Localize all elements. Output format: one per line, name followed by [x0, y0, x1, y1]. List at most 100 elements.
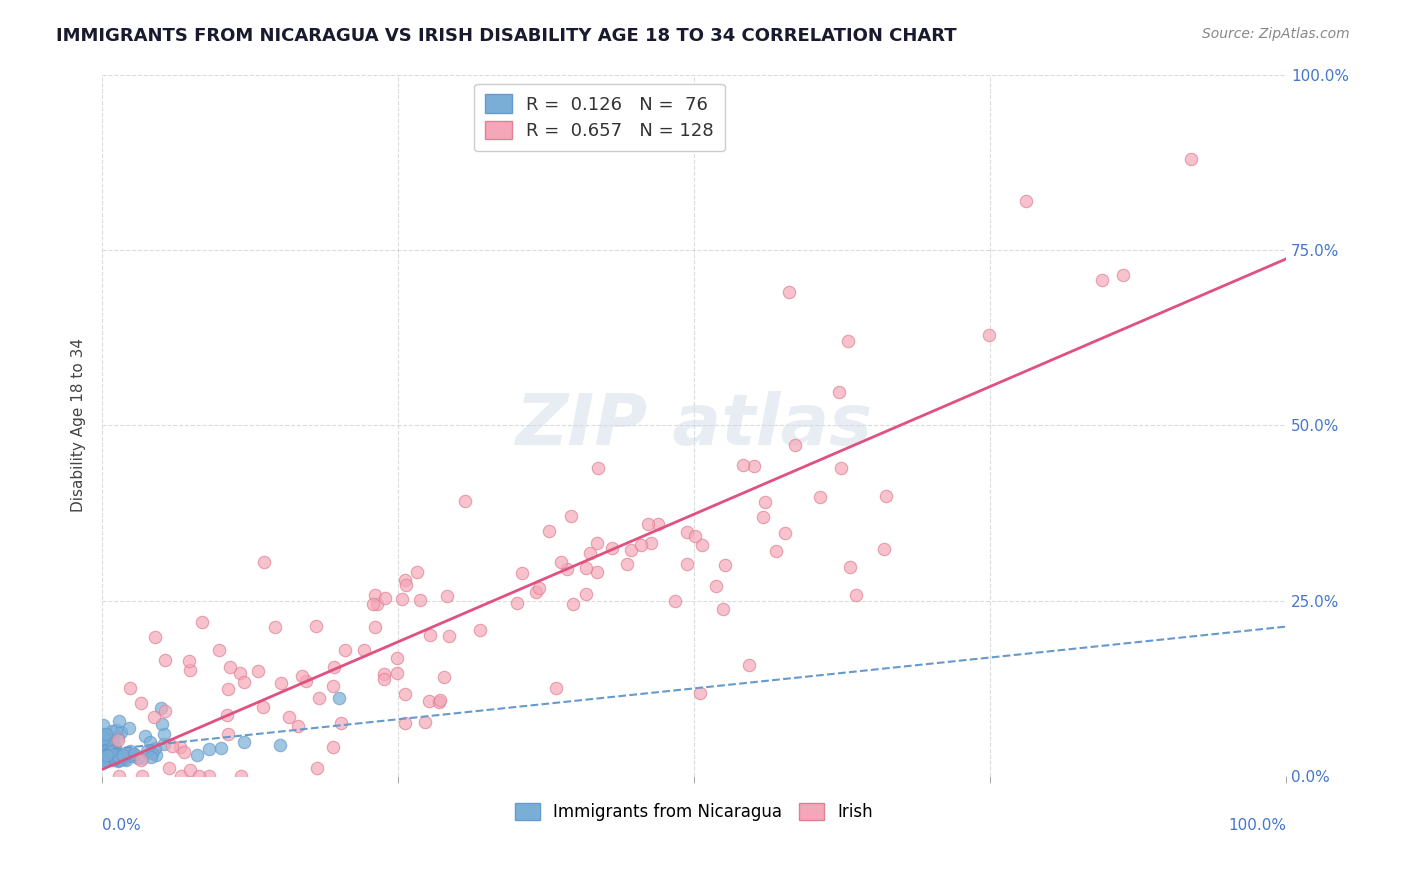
Point — [637, 516, 659, 531]
Point — [454, 494, 477, 508]
Point — [364, 588, 387, 602]
Point — [436, 590, 458, 604]
Point — [394, 687, 416, 701]
Point — [506, 596, 529, 610]
Point — [733, 458, 755, 472]
Point — [173, 745, 195, 759]
Point — [112, 747, 135, 762]
Point — [104, 747, 127, 761]
Text: Source: ZipAtlas.com: Source: ZipAtlas.com — [1202, 27, 1350, 41]
Point — [664, 594, 686, 608]
Point — [676, 525, 699, 540]
Point — [104, 739, 127, 754]
Point — [1112, 268, 1135, 283]
Point — [141, 749, 163, 764]
Point — [107, 754, 129, 768]
Point — [555, 562, 578, 576]
Point — [405, 565, 427, 579]
Point — [510, 566, 533, 580]
Point — [110, 725, 132, 739]
Point — [150, 717, 173, 731]
Point — [690, 538, 713, 552]
Point — [97, 734, 120, 748]
Point — [112, 752, 135, 766]
Point — [94, 744, 117, 758]
Point — [215, 708, 238, 723]
Point — [136, 744, 159, 758]
Point — [96, 744, 118, 758]
Point — [305, 761, 328, 775]
Point — [96, 740, 118, 755]
Text: 0.0%: 0.0% — [103, 818, 141, 833]
Point — [828, 385, 851, 400]
Point — [1180, 152, 1202, 166]
Point — [586, 566, 609, 580]
Point — [94, 740, 117, 755]
Point — [96, 748, 118, 763]
Point — [765, 544, 787, 558]
Text: 100.0%: 100.0% — [1227, 818, 1286, 833]
Point — [229, 769, 252, 783]
Point — [588, 460, 610, 475]
Point — [107, 747, 129, 762]
Point — [394, 574, 416, 588]
Point — [742, 458, 765, 473]
Point — [186, 747, 208, 762]
Point — [91, 755, 114, 769]
Point — [197, 742, 219, 756]
Point — [418, 694, 440, 708]
Point — [118, 722, 141, 736]
Point — [107, 769, 129, 783]
Point — [94, 749, 117, 764]
Point — [103, 752, 125, 766]
Point — [149, 700, 172, 714]
Point — [160, 739, 183, 753]
Point — [98, 745, 121, 759]
Point — [188, 768, 211, 782]
Point — [468, 623, 491, 637]
Point — [413, 714, 436, 729]
Point — [419, 628, 441, 642]
Point — [409, 592, 432, 607]
Point — [783, 438, 806, 452]
Point — [335, 642, 357, 657]
Point — [704, 579, 727, 593]
Point — [131, 769, 153, 783]
Point — [91, 734, 114, 748]
Point — [143, 630, 166, 644]
Point — [96, 754, 118, 768]
Point — [675, 558, 697, 572]
Point — [808, 490, 831, 504]
Point — [253, 555, 276, 569]
Point — [977, 327, 1000, 342]
Point — [839, 560, 862, 574]
Point — [97, 736, 120, 750]
Point — [429, 693, 451, 707]
Point — [278, 710, 301, 724]
Point — [616, 558, 638, 572]
Point — [575, 561, 598, 575]
Point — [108, 752, 131, 766]
Point — [353, 642, 375, 657]
Point — [364, 620, 387, 634]
Point — [100, 744, 122, 758]
Y-axis label: Disability Age 18 to 34: Disability Age 18 to 34 — [72, 338, 86, 512]
Point — [229, 666, 252, 681]
Point — [121, 748, 143, 763]
Point — [845, 588, 868, 602]
Point — [157, 761, 180, 775]
Point — [363, 597, 385, 611]
Point — [291, 669, 314, 683]
Point — [191, 615, 214, 629]
Point — [153, 653, 176, 667]
Point — [586, 535, 609, 549]
Point — [208, 643, 231, 657]
Text: ZIP atlas: ZIP atlas — [516, 391, 873, 460]
Point — [373, 666, 395, 681]
Point — [122, 747, 145, 761]
Point — [129, 753, 152, 767]
Point — [754, 494, 776, 508]
Point — [169, 739, 191, 754]
Point — [322, 660, 344, 674]
Point — [198, 769, 221, 783]
